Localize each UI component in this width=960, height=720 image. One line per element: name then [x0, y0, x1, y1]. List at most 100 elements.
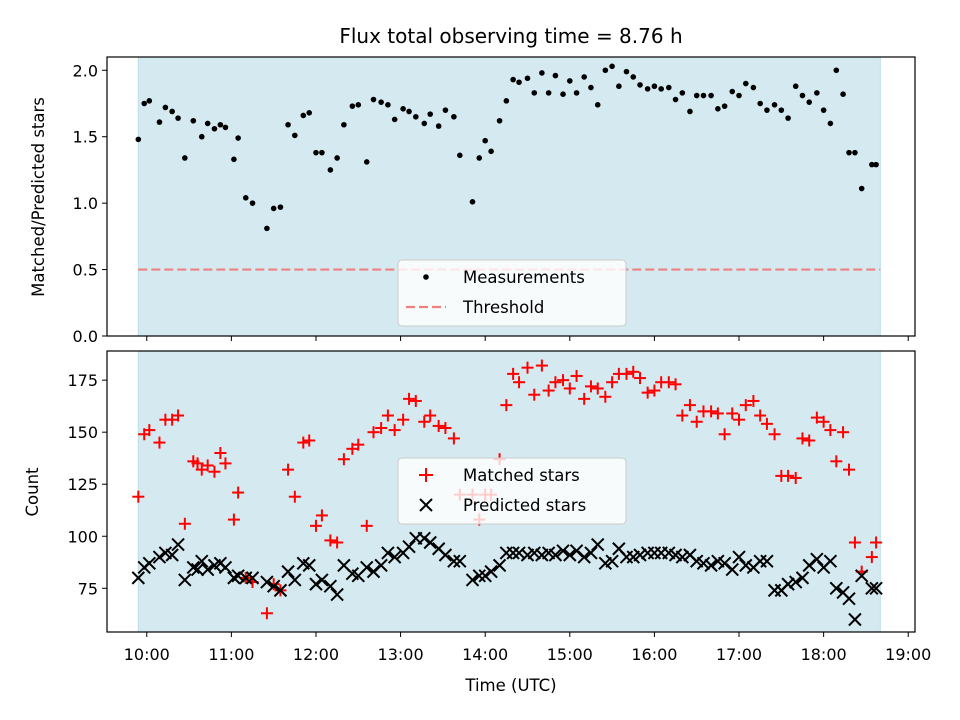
predicted-star-point: [781, 577, 795, 591]
predicted-star-point: [563, 548, 577, 562]
matched-star-point: [367, 426, 380, 439]
predicted-star-point: [512, 546, 526, 560]
matched-star-point: [796, 432, 809, 445]
matched-star-point: [432, 419, 445, 432]
predicted-star-point: [556, 544, 570, 558]
predicted-star-point: [330, 587, 344, 602]
x-axis-label: Time (UTC): [464, 676, 556, 695]
measurement-point: [750, 84, 757, 91]
predicted-star-point: [302, 558, 316, 573]
measurement-point: [400, 106, 406, 112]
measurement-point: [567, 78, 573, 84]
measurement-point: [141, 100, 148, 107]
matched-star-point: [711, 407, 724, 420]
matched-star-point: [528, 388, 541, 401]
y-tick-label: 2.0: [73, 61, 98, 80]
measurement-point: [708, 92, 714, 99]
matched-star-point: [439, 422, 452, 435]
measurement-point: [693, 92, 700, 99]
matched-star-point: [620, 367, 633, 380]
matched-star-point: [282, 463, 295, 476]
matched-star-point: [324, 534, 337, 547]
measurement-point: [764, 107, 770, 113]
matched-star-point: [733, 413, 746, 426]
matched-star-point: [297, 436, 310, 449]
matched-star-point: [521, 361, 534, 374]
measurement-point: [349, 103, 356, 109]
x-tick-label: 10:00: [124, 645, 170, 664]
predicted-star-point: [591, 537, 605, 552]
measurement-point: [609, 63, 615, 70]
measurement-point: [785, 115, 791, 121]
matched-star-point: [726, 407, 739, 420]
measurement-point: [211, 125, 218, 132]
measurement-point: [334, 155, 340, 161]
measurement-point: [469, 199, 476, 205]
matched-star-point: [865, 551, 878, 564]
measurement-point: [341, 121, 347, 128]
legend-measurements-label: Measurements: [463, 268, 585, 287]
measurement-point: [319, 149, 325, 156]
matched-star-point: [606, 376, 619, 389]
predicted-star-point: [266, 579, 281, 593]
x-tick-label: 19:00: [885, 645, 931, 664]
measurement-point: [156, 119, 163, 125]
measurement-point: [264, 225, 270, 232]
matched-stars-points: [132, 359, 883, 620]
matched-star-point: [409, 394, 422, 407]
predicted-star-point: [696, 556, 711, 571]
measurement-point: [679, 90, 686, 96]
matched-star-point: [669, 378, 682, 391]
matched-star-point: [641, 386, 654, 399]
predicted-star-point: [633, 548, 647, 562]
measurement-point: [413, 113, 419, 120]
measurement-point: [658, 86, 664, 92]
predicted-star-point: [423, 535, 437, 550]
predicted-star-point: [492, 558, 507, 573]
measurement-points: [135, 63, 879, 232]
measurement-point: [391, 116, 398, 123]
measurement-point: [421, 120, 428, 127]
measurement-point: [496, 117, 503, 124]
matched-star-point: [535, 359, 548, 372]
measurement-point: [729, 88, 736, 95]
matched-star-point: [352, 438, 365, 451]
measurement-point: [700, 92, 707, 99]
matched-star-point: [549, 376, 562, 389]
predicted-star-point: [527, 546, 541, 560]
predicted-star-point: [478, 569, 492, 583]
legend-matched-marker: [419, 468, 433, 482]
predicted-star-point: [374, 558, 388, 573]
x-tick-label: 15:00: [547, 645, 593, 664]
legend-predicted-marker: [419, 498, 433, 512]
measurement-point: [644, 86, 651, 92]
predicted-star-point: [165, 548, 179, 562]
measurement-point: [820, 107, 827, 113]
measurement-point: [204, 120, 211, 127]
predicted-star-point: [288, 573, 302, 587]
measurement-point: [292, 132, 298, 139]
measurement-point: [182, 155, 188, 161]
matched-star-point: [648, 384, 661, 397]
predicted-star-point: [245, 571, 260, 585]
matched-star-point: [830, 455, 843, 468]
measurement-point: [778, 107, 785, 113]
bottom-panel: 75 100 125 150 175 10:00 11:00 12:00 13:00 14:00…: [23, 350, 931, 695]
matched-star-point: [705, 405, 718, 418]
predicted-star-point: [704, 558, 718, 573]
matched-star-point: [337, 453, 350, 466]
matched-star-point: [817, 415, 830, 428]
matched-star-point: [424, 409, 437, 422]
measurement-point: [552, 72, 559, 79]
measurement-point: [827, 120, 834, 127]
predicted-star-point: [584, 546, 598, 560]
measurement-point: [476, 155, 483, 161]
measurement-point: [327, 167, 334, 173]
predicted-star-point: [506, 546, 520, 560]
measurement-point: [806, 99, 813, 105]
predicted-star-point: [200, 562, 215, 577]
bottom-y-axis-label: Count: [23, 467, 42, 517]
measurement-point: [602, 67, 609, 74]
y-tick-label: 1.5: [73, 128, 98, 147]
